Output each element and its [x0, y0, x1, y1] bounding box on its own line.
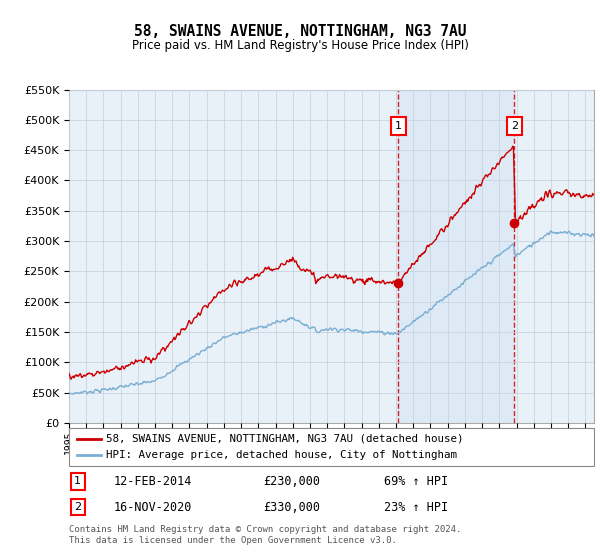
Text: HPI: Average price, detached house, City of Nottingham: HPI: Average price, detached house, City…: [106, 450, 457, 460]
Text: 12-FEB-2014: 12-FEB-2014: [113, 475, 192, 488]
Text: 1: 1: [395, 121, 401, 131]
Text: 1: 1: [74, 477, 81, 486]
Text: Contains HM Land Registry data © Crown copyright and database right 2024.
This d: Contains HM Land Registry data © Crown c…: [69, 525, 461, 545]
FancyBboxPatch shape: [69, 428, 594, 466]
Text: 16-NOV-2020: 16-NOV-2020: [113, 501, 192, 514]
Bar: [398, 90, 514, 423]
Text: Price paid vs. HM Land Registry's House Price Index (HPI): Price paid vs. HM Land Registry's House …: [131, 39, 469, 52]
Text: 23% ↑ HPI: 23% ↑ HPI: [384, 501, 448, 514]
Text: 2: 2: [511, 121, 518, 131]
Text: £230,000: £230,000: [263, 475, 320, 488]
Text: 58, SWAINS AVENUE, NOTTINGHAM, NG3 7AU: 58, SWAINS AVENUE, NOTTINGHAM, NG3 7AU: [134, 24, 466, 39]
Text: 69% ↑ HPI: 69% ↑ HPI: [384, 475, 448, 488]
Text: 2: 2: [74, 502, 82, 512]
Text: 58, SWAINS AVENUE, NOTTINGHAM, NG3 7AU (detached house): 58, SWAINS AVENUE, NOTTINGHAM, NG3 7AU (…: [106, 433, 463, 444]
Text: £330,000: £330,000: [263, 501, 320, 514]
